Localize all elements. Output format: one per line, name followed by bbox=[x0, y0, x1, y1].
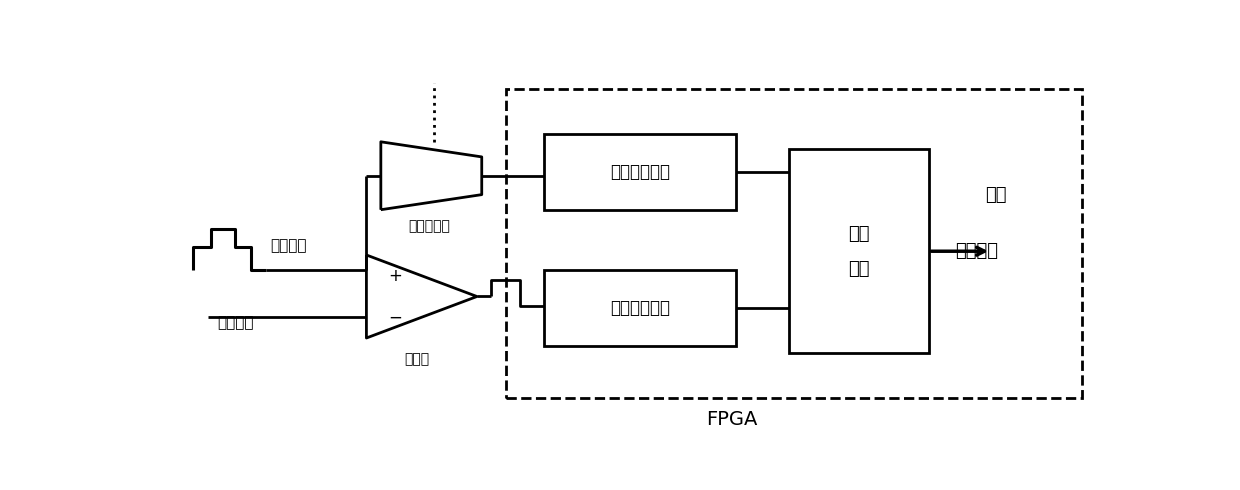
Text: 数据
综合: 数据 综合 bbox=[848, 225, 869, 278]
Text: 距离: 距离 bbox=[985, 186, 1007, 204]
Polygon shape bbox=[381, 142, 481, 210]
FancyBboxPatch shape bbox=[544, 270, 737, 345]
Text: 回波强度: 回波强度 bbox=[955, 242, 998, 260]
Text: FPGA: FPGA bbox=[706, 410, 758, 429]
Text: 模数转换器: 模数转换器 bbox=[408, 220, 450, 234]
Polygon shape bbox=[367, 255, 477, 338]
Text: 比较器: 比较器 bbox=[404, 352, 429, 366]
FancyBboxPatch shape bbox=[789, 149, 929, 353]
Text: −: − bbox=[388, 308, 402, 326]
Text: +: + bbox=[388, 267, 402, 285]
Text: 数字波形处理: 数字波形处理 bbox=[610, 163, 671, 181]
Text: 时间间隔测量: 时间间隔测量 bbox=[610, 299, 671, 317]
FancyBboxPatch shape bbox=[544, 134, 737, 210]
Text: 回波信号: 回波信号 bbox=[270, 238, 306, 253]
Text: 阈値电平: 阈値电平 bbox=[217, 316, 254, 330]
